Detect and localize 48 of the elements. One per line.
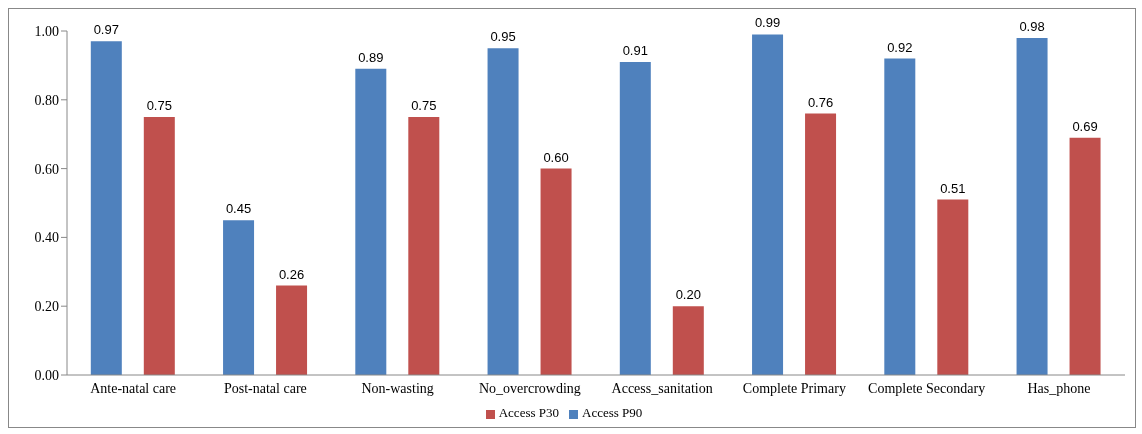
y-tick-label: 0.00 <box>34 367 59 383</box>
y-tick-label: 0.40 <box>34 230 59 246</box>
x-tick-label: Non-wasting <box>361 380 434 396</box>
x-tick-label: Has_phone <box>1027 380 1091 396</box>
bar <box>355 68 387 375</box>
x-tick-label: Access_sanitation <box>611 380 713 396</box>
legend-label: Access P90 <box>582 405 643 420</box>
data-label: 0.26 <box>278 266 305 282</box>
data-label: 0.45 <box>225 201 252 217</box>
y-tick-label: 0.60 <box>34 161 59 177</box>
bar <box>619 61 651 375</box>
legend-label: Access P30 <box>498 405 559 420</box>
data-label: 0.99 <box>754 15 781 31</box>
bar <box>90 41 122 375</box>
bar <box>1069 137 1101 375</box>
bar <box>672 306 704 375</box>
bar <box>884 58 916 375</box>
data-label: 0.69 <box>1072 118 1098 134</box>
bar <box>143 117 175 375</box>
y-tick-label: 0.20 <box>34 299 59 315</box>
data-label: 0.91 <box>622 42 648 58</box>
data-label: 0.95 <box>490 29 516 45</box>
bar <box>276 285 308 375</box>
bar <box>752 34 784 375</box>
data-label: 0.89 <box>358 49 384 65</box>
bar <box>408 117 440 375</box>
data-label: 0.51 <box>940 180 966 196</box>
x-tick-label: No_overcrowding <box>478 380 581 396</box>
data-label: 0.20 <box>675 287 701 303</box>
y-tick-label: 0.80 <box>34 92 59 108</box>
data-label: 0.75 <box>411 98 437 113</box>
y-tick-label: 1.00 <box>34 23 59 39</box>
data-label: 0.92 <box>887 39 913 55</box>
x-tick-label: Complete Primary <box>742 380 846 396</box>
x-tick-label: Ante-natal care <box>90 380 177 396</box>
bar <box>805 113 837 375</box>
data-label: 0.75 <box>146 98 172 113</box>
bar <box>937 199 969 375</box>
x-tick-label: Complete Secondary <box>868 380 986 396</box>
bar <box>223 220 255 375</box>
x-tick-label: Post-natal care <box>223 380 307 396</box>
bar <box>540 168 572 375</box>
data-label: 0.97 <box>93 22 119 38</box>
bar <box>487 48 519 375</box>
data-label: 0.98 <box>1019 18 1045 34</box>
data-label: 0.60 <box>543 149 569 165</box>
bar <box>1016 37 1048 375</box>
data-label: 0.76 <box>807 94 834 110</box>
